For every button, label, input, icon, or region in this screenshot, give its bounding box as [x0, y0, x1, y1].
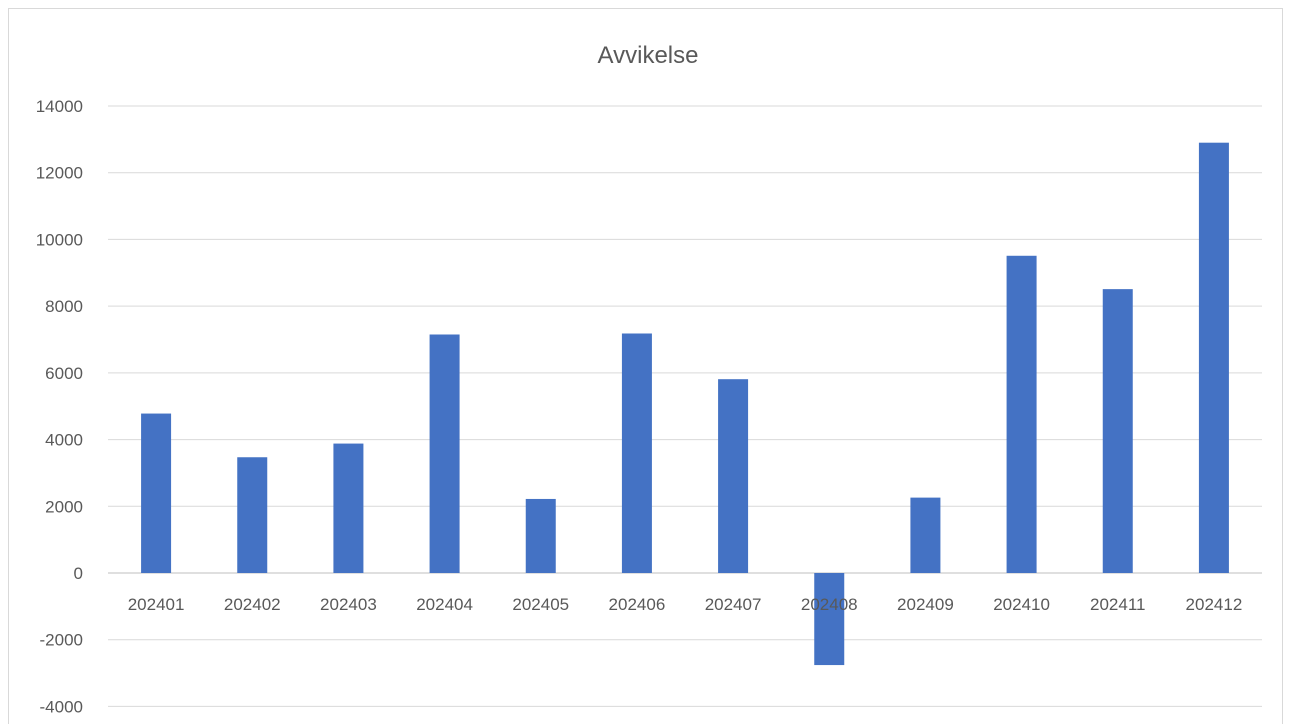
x-tick-label: 202408	[801, 595, 858, 614]
bars	[141, 142, 1229, 666]
gridlines	[108, 105, 1262, 707]
y-axis-ticks: 14000 12000 10000 8000 6000 4000 2000 0 -2000 -40…	[36, 97, 83, 716]
bar-202404	[429, 334, 460, 573]
x-tick-label: 202401	[128, 595, 185, 614]
y-tick-label: 10000	[36, 230, 83, 249]
bar-202406	[621, 333, 652, 573]
x-tick-label: 202407	[705, 595, 762, 614]
y-tick-label: 14000	[36, 97, 83, 116]
bar-202410	[1006, 255, 1037, 574]
x-tick-label: 202405	[512, 595, 569, 614]
x-axis-ticks: 202401 202402 202403 202404 202405 202406 2024…	[128, 595, 1243, 614]
y-tick-label: 8000	[45, 297, 83, 316]
y-tick-label: -4000	[40, 697, 83, 716]
bar-202407	[718, 379, 749, 573]
bar-202403	[333, 443, 364, 573]
bar-202405	[525, 498, 556, 573]
y-tick-label: 2000	[45, 497, 83, 516]
x-tick-label: 202410	[993, 595, 1050, 614]
y-tick-label: 6000	[45, 364, 83, 383]
bar-202411	[1102, 289, 1133, 573]
x-tick-label: 202403	[320, 595, 377, 614]
x-tick-label: 202404	[416, 595, 473, 614]
y-tick-label: -2000	[40, 631, 83, 650]
x-tick-label: 202406	[609, 595, 666, 614]
y-tick-label: 0	[74, 564, 83, 583]
x-tick-label: 202412	[1186, 595, 1243, 614]
y-tick-label: 4000	[45, 431, 83, 450]
bar-202409	[910, 497, 941, 573]
x-tick-label: 202411	[1090, 595, 1145, 614]
y-tick-label: 12000	[36, 164, 83, 183]
bar-202402	[237, 457, 268, 573]
x-tick-label: 202409	[897, 595, 954, 614]
bar-202401	[141, 413, 172, 573]
chart-title: Avvikelse	[598, 42, 699, 69]
bar-202412	[1198, 142, 1229, 573]
bar-202408	[814, 573, 845, 666]
x-tick-label: 202402	[224, 595, 281, 614]
